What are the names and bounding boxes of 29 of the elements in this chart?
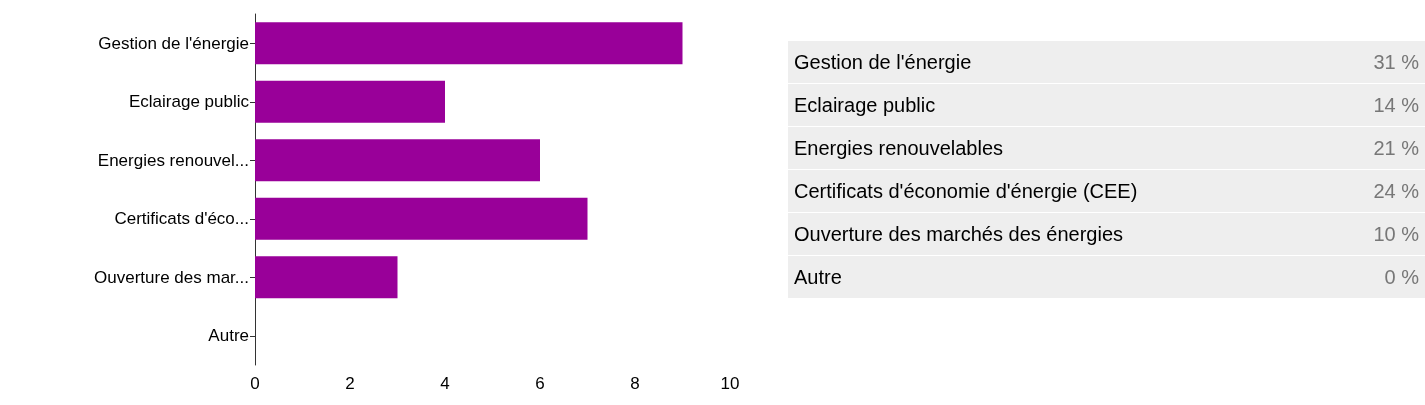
y-tick-label: Energies renouvel... — [97, 150, 249, 170]
x-tick-label: 2 — [345, 374, 355, 393]
category-label: Autre — [788, 255, 1337, 299]
x-tick-label: 10 — [720, 374, 740, 393]
text: 10 % — [1373, 222, 1419, 245]
category-label: Eclairage public — [788, 83, 1337, 127]
y-tick-label: Ouverture des mar... — [94, 267, 249, 287]
y-tick-label: Eclairage public — [128, 92, 250, 112]
bar — [255, 139, 540, 182]
text: 0 % — [1384, 265, 1419, 288]
text: 31 % — [1373, 50, 1419, 73]
bar — [255, 80, 445, 123]
y-tick-label: Gestion de l'énergie — [98, 33, 249, 53]
y-tick-label: Certificats d'éco... — [114, 209, 249, 229]
y-tick-label: Autre — [208, 326, 249, 346]
x-tick-label: 0 — [250, 374, 260, 393]
category-label: Certificats d'économie d'énergie (CEE) — [788, 169, 1337, 213]
bar — [255, 22, 683, 65]
bar — [255, 197, 588, 240]
text: 14 % — [1373, 93, 1419, 116]
category-label: Ouverture des marchés des énergies — [788, 212, 1337, 256]
text: 24 % — [1373, 179, 1419, 202]
x-tick-label: 6 — [535, 374, 545, 393]
x-tick-label: 4 — [440, 374, 450, 393]
bar — [255, 256, 398, 299]
category-label: Gestion de l'énergie — [788, 41, 1337, 84]
category-label: Energies renouvelables — [788, 126, 1337, 170]
x-tick-label: 8 — [630, 374, 640, 393]
text: 21 % — [1373, 136, 1419, 159]
